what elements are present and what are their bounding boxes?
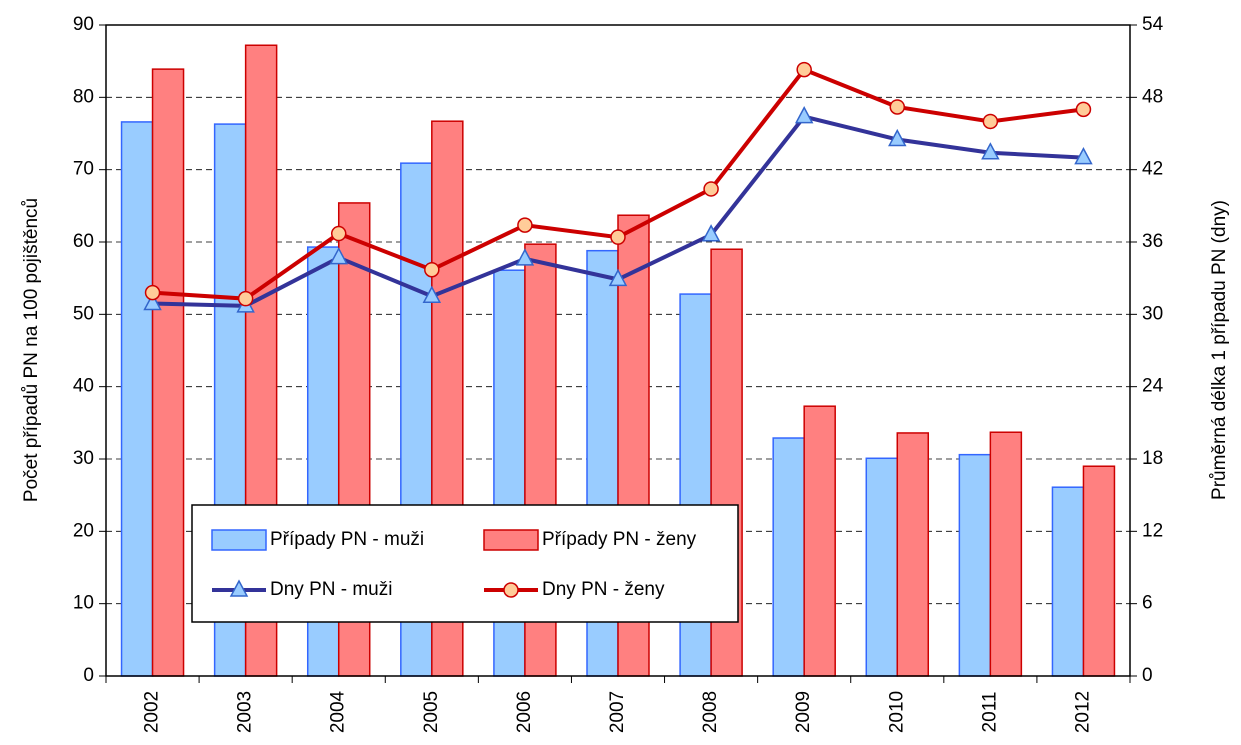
marker [608, 268, 628, 287]
marker [610, 229, 626, 245]
legend: Případy PN - muži Případy PN - ženy Dny PN… [191, 504, 739, 623]
y2-tick-label: 42 [1142, 159, 1163, 180]
legend-box [191, 504, 739, 623]
y-axis-title: Počet případů PN na 100 pojištěnců [21, 198, 42, 502]
marker [330, 225, 347, 242]
x-tick-label: 2011 [979, 692, 1000, 733]
marker [796, 61, 812, 78]
marker [703, 181, 719, 197]
marker [888, 128, 907, 147]
x-tick-label: 2004 [328, 690, 349, 733]
bar [772, 437, 805, 677]
plot-border [105, 24, 1131, 677]
marker [229, 579, 249, 597]
legend-label: Případy PN - ženy [542, 529, 697, 550]
x-tick-label: 2005 [421, 691, 442, 733]
legend-label: Případy PN - muži [270, 529, 424, 550]
y-tick-label: 40 [73, 376, 94, 397]
marker [422, 285, 442, 303]
marker [237, 290, 254, 307]
x-tick-label: 2002 [142, 691, 163, 733]
y2-tick-label: 0 [1142, 665, 1153, 686]
marker [982, 113, 999, 130]
legend-label: Dny PN - muži [270, 579, 392, 600]
bar [896, 432, 930, 677]
y2-tick-label: 12 [1142, 520, 1163, 541]
y2-tick-label: 30 [1142, 303, 1163, 324]
x-tick-label: 2006 [514, 691, 535, 733]
marker [1074, 147, 1093, 165]
x-tick-label: 2010 [886, 691, 907, 733]
marker [794, 106, 814, 124]
bar [120, 121, 154, 677]
y2-tick-label: 6 [1142, 593, 1153, 614]
y2-axis-title: Průměrná délka 1 případu PN (dny) [1209, 200, 1230, 500]
marker [329, 247, 348, 265]
y2-tick-label: 54 [1142, 14, 1164, 35]
y-tick-label: 70 [73, 159, 94, 180]
marker [144, 284, 161, 301]
y-tick-label: 80 [73, 86, 94, 107]
bar [989, 431, 1023, 677]
bar [151, 68, 185, 677]
y2-tick-label: 24 [1142, 376, 1164, 397]
x-tick-label: 2007 [607, 691, 628, 733]
bar [1082, 465, 1116, 677]
y2-tick-label: 36 [1142, 231, 1163, 252]
x-tick-label: 2003 [235, 691, 256, 733]
legend-swatch [211, 529, 267, 551]
x-tick-label: 2012 [1072, 691, 1093, 733]
bar [865, 457, 899, 677]
y-tick-label: 30 [73, 448, 94, 469]
y-tick-label: 20 [73, 520, 94, 541]
marker [424, 261, 440, 278]
x-tick-label: 2009 [793, 691, 814, 733]
marker [889, 99, 906, 115]
y-tick-label: 60 [73, 231, 94, 252]
bar [803, 405, 836, 677]
marker [143, 292, 162, 311]
marker [701, 224, 721, 242]
y-tick-label: 0 [83, 665, 94, 686]
y2-tick-label: 18 [1142, 448, 1163, 469]
marker [503, 582, 519, 598]
y-tick-label: 90 [73, 14, 94, 35]
marker [981, 142, 1000, 160]
marker [1075, 101, 1092, 118]
y2-tick-label: 48 [1142, 86, 1163, 107]
legend-swatch [483, 529, 539, 551]
legend-label: Dny PN - ženy [542, 579, 665, 600]
y-tick-label: 10 [73, 593, 94, 614]
y-tick-label: 50 [73, 303, 94, 324]
marker [515, 248, 535, 266]
bar [1051, 486, 1085, 677]
x-tick-label: 2008 [700, 691, 721, 733]
marker [517, 217, 533, 233]
bar [958, 453, 992, 677]
